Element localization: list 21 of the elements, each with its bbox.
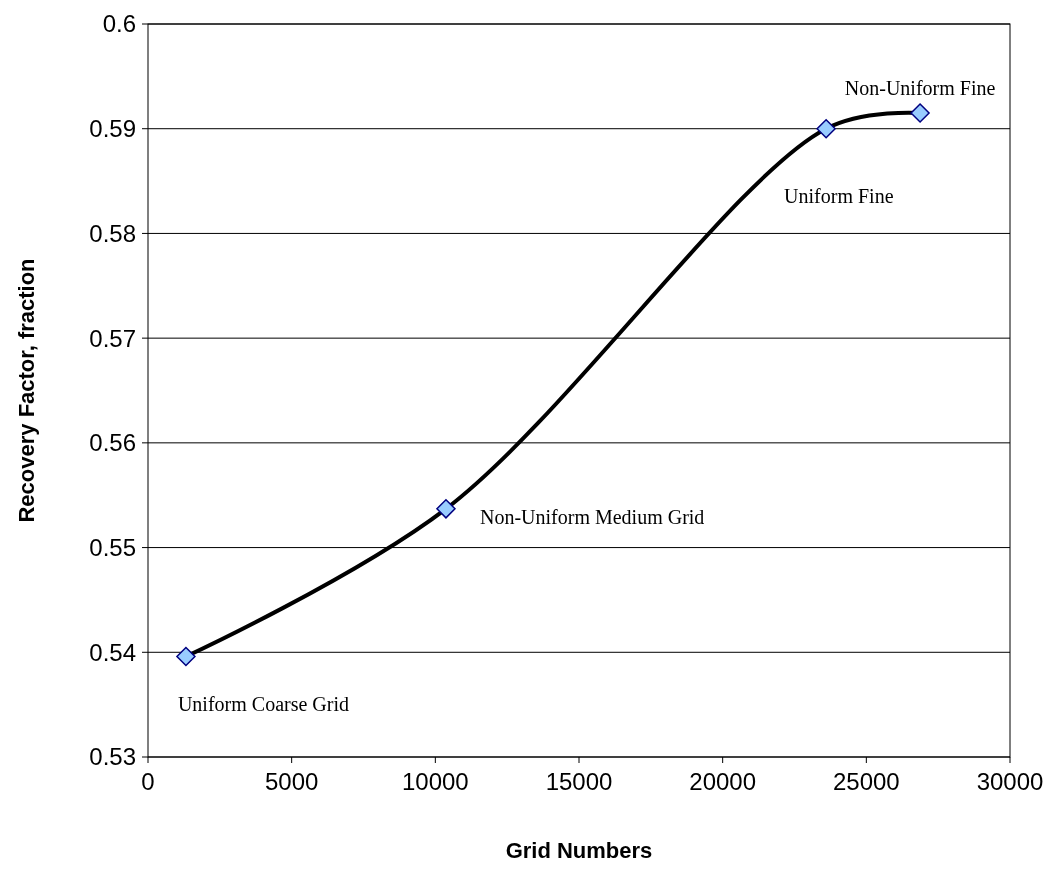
y-tick-label: 0.6 (102, 10, 136, 38)
x-tick-label: 5000 (264, 768, 319, 795)
x-tick-label: 20000 (689, 768, 757, 795)
x-tick-label: 15000 (545, 768, 613, 795)
y-tick-label: 0.58 (89, 219, 136, 247)
annotation: Uniform Coarse Grid (177, 693, 350, 716)
y-tick-label: 0.56 (89, 429, 136, 457)
x-tick-label: 0 (141, 768, 155, 795)
x-tick-label: 30000 (976, 768, 1044, 795)
x-tick-label: 25000 (832, 768, 900, 795)
y-tick-label: 0.53 (89, 743, 136, 771)
y-tick-label: 0.59 (89, 115, 136, 143)
y-tick-label: 0.54 (89, 638, 136, 666)
annotation: Non-Uniform Fine (844, 77, 996, 100)
x-tick-label: 10000 (401, 768, 469, 795)
annotation: Uniform Fine (784, 184, 894, 207)
x-axis-title: Grid Numbers (505, 838, 653, 863)
y-tick-label: 0.55 (89, 533, 136, 561)
y-axis-title: Recovery Factor, fraction (14, 258, 39, 523)
y-tick-label: 0.57 (89, 324, 136, 352)
annotation: Non-Uniform Medium Grid (479, 505, 705, 528)
